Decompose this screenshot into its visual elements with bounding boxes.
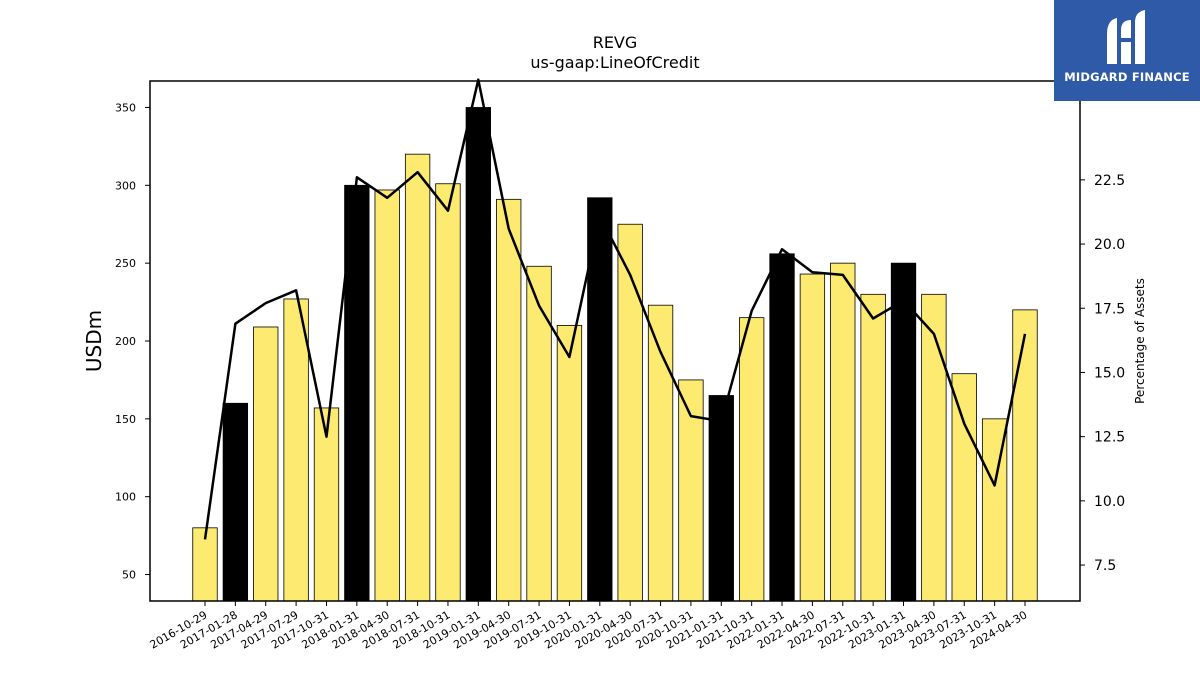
bar-2022-01-31 [769,253,795,602]
y2-tick-label: 22.5 [1094,173,1125,189]
bar-2017-10-31 [313,407,340,602]
bar-2021-01-31 [708,395,734,602]
y-tick-label: 150 [115,413,136,426]
bar-2022-10-31 [860,293,886,602]
brand-logo-text: MIDGARD FINANCE [1064,70,1190,84]
y2-tick-label: 20.0 [1094,237,1125,253]
y-axis-label: USDm [82,310,106,372]
bar-2024-04-30 [1012,309,1038,602]
y2-tick-label: 7.5 [1094,558,1116,574]
bar-2017-07-29 [283,298,309,602]
bar-2019-10-31 [556,325,583,602]
y-axis-left: 50 100 150 200 250 300 350 [115,101,150,582]
y2-tick-label: 10.0 [1094,494,1125,510]
bar-2019-04-30 [496,198,522,602]
bar-series [192,107,1038,602]
bar-2018-10-31 [435,183,461,602]
bar-2020-01-31 [587,197,613,602]
y-tick-label: 50 [122,569,136,582]
chart-title: REVG [593,33,638,52]
bar-2018-07-31 [404,153,431,602]
bar-2020-04-30 [617,223,643,602]
y2-tick-label: 12.5 [1094,430,1125,446]
bar-2023-04-30 [921,293,947,602]
bar-2016-10-29 [192,527,218,602]
y-axis-right: 7.5 10.0 12.5 15.0 17.5 20.0 22.5 [1080,173,1125,574]
y2-tick-label: 15.0 [1094,365,1125,381]
x-axis: 2016-10-292017-01-282017-04-292017-07-29… [148,601,1029,652]
bar-2022-07-31 [830,262,856,602]
y-tick-label: 300 [115,179,136,192]
bar-2017-01-28 [222,402,249,602]
brand-logo: MIDGARD FINANCE [1054,0,1200,101]
bar-2023-01-31 [890,262,917,602]
y2-axis-label: Percentage of Assets [1133,278,1147,404]
bar-2018-04-30 [374,189,400,602]
y-tick-label: 350 [115,101,136,114]
bar-2019-07-31 [526,265,552,602]
bar-2019-01-31 [465,107,491,602]
bar-2020-10-31 [678,379,704,602]
line-series-path [203,78,1027,540]
y2-tick-label: 17.5 [1094,301,1125,317]
line-series [203,78,1027,540]
y-tick-label: 200 [115,335,136,348]
midgard-logo-icon [1107,10,1145,64]
bar-2021-10-31 [739,317,765,602]
y-tick-label: 100 [115,491,136,504]
y-tick-label: 250 [115,257,136,270]
chart-subtitle: us-gaap:LineOfCredit [530,53,699,72]
bar-2022-04-30 [799,273,826,602]
bar-2017-04-29 [253,326,279,602]
bar-2023-07-31 [951,373,977,602]
